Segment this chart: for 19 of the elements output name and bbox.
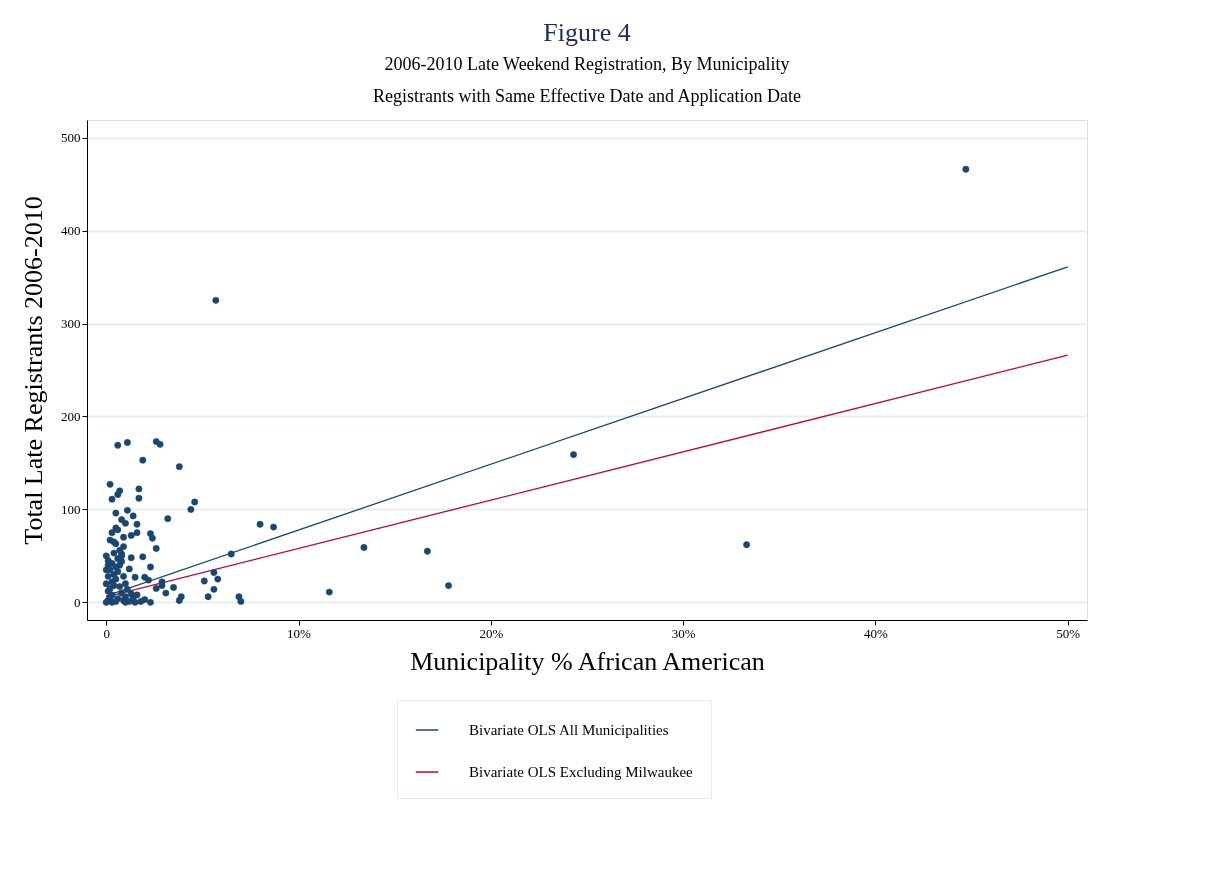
legend-label: Bivariate OLS All Municipalities <box>469 722 669 738</box>
x-axis-title: Municipality % African American <box>410 646 765 676</box>
legend-label: Bivariate OLS Excluding Milwaukee <box>469 764 694 780</box>
y-tick-label: 400 <box>61 223 81 239</box>
x-tick-label: 10% <box>287 625 312 641</box>
x-tick-label: 40% <box>864 625 889 641</box>
y-axis-title: Total Late Registrants 2006-2010 <box>19 196 48 545</box>
x-tick-label: 20% <box>479 625 504 641</box>
chart-title: Figure 4 <box>543 18 631 47</box>
y-tick-label: 200 <box>61 408 81 424</box>
text: Registrants with Same Effective Date and Application Date <box>372 86 802 106</box>
x-tick-label: 30% <box>671 625 696 641</box>
text: 2006-2010 Late Weekend Registration, By Municipality <box>384 54 790 74</box>
y-tick-label: 0 <box>74 594 81 610</box>
y-tick-label: 100 <box>61 501 81 517</box>
y-tick-label: 300 <box>61 316 81 332</box>
y-tick-label: 500 <box>61 130 81 146</box>
x-tick-label: 50% <box>1056 625 1081 641</box>
x-tick-label: 0 <box>103 625 110 641</box>
